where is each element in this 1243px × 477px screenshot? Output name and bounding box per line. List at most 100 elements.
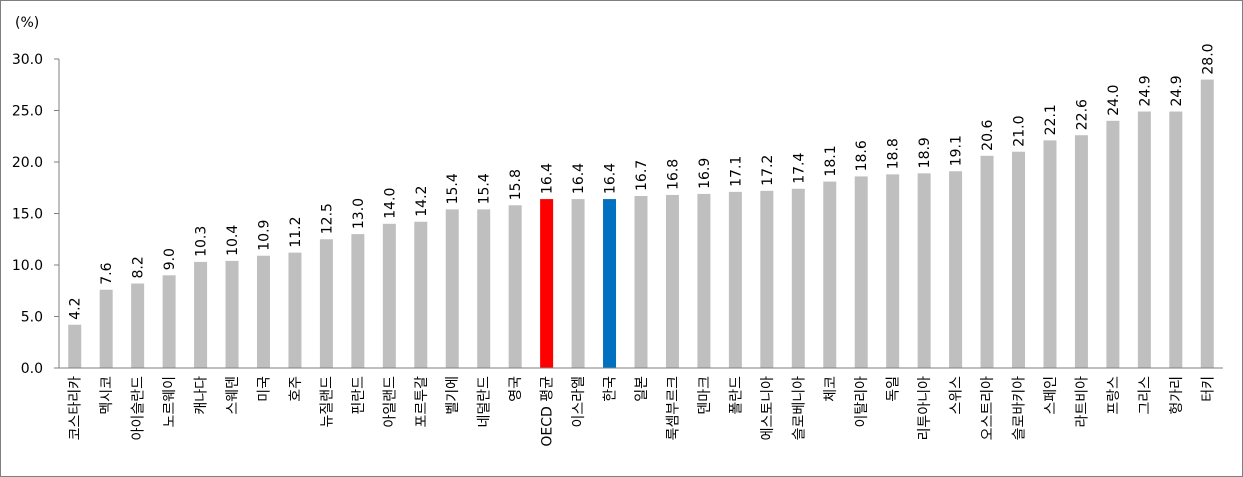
data-label: 13.0	[351, 198, 367, 229]
category-label: 체코	[823, 376, 839, 402]
bar	[571, 199, 585, 368]
data-label: 8.2	[131, 256, 147, 278]
data-label: 16.9	[697, 158, 713, 189]
y-axis-unit-label: (%)	[15, 15, 39, 31]
category-label: 포르투갈	[414, 376, 430, 428]
y-tick-label: 5.0	[21, 310, 43, 326]
bar	[886, 174, 900, 368]
value-labels: 4.2 7.6 8.2 9.0 10.3 10.4 10.9 11.2 12.5 13.0 14.0…	[68, 43, 1217, 319]
bar	[445, 209, 459, 368]
category-label: 벨기에	[445, 376, 461, 415]
category-label: 터키	[1200, 376, 1216, 402]
category-label: 오스트리아	[980, 376, 996, 441]
bar	[603, 199, 617, 368]
data-label: 16.4	[571, 163, 587, 194]
category-label: 호주	[288, 376, 304, 402]
category-label: 영국	[508, 376, 524, 402]
category-label: 한국	[603, 376, 619, 402]
category-label: 뉴질랜드	[319, 376, 335, 428]
data-label: 16.7	[634, 160, 650, 191]
category-label: 핀란드	[351, 376, 367, 415]
bar	[917, 173, 931, 368]
category-label: 이스라엘	[571, 376, 587, 428]
category-label: 프랑스	[1106, 376, 1122, 415]
category-label: 룩셈부르크	[665, 376, 681, 441]
data-label: 16.8	[665, 159, 681, 190]
bar	[728, 191, 742, 368]
category-label: 폴란드	[728, 376, 744, 415]
data-label: 24.9	[1137, 75, 1153, 106]
data-label: 14.2	[414, 186, 430, 217]
bar	[1200, 79, 1214, 368]
data-label: 15.4	[477, 173, 493, 204]
data-label: 10.3	[194, 226, 210, 257]
data-label: 18.8	[886, 138, 902, 169]
bar	[1043, 140, 1057, 368]
data-label: 16.4	[540, 163, 556, 194]
category-label: 덴마크	[697, 376, 713, 415]
data-label: 7.6	[99, 262, 115, 284]
data-label: 21.0	[1012, 116, 1028, 147]
bar	[949, 171, 963, 368]
data-label: 15.8	[508, 169, 524, 200]
category-label: 스위스	[949, 376, 965, 415]
category-label: 리투아니아	[917, 376, 933, 441]
data-label: 14.0	[382, 188, 398, 219]
data-label: 20.6	[980, 120, 996, 151]
category-label: OECD 평균	[540, 376, 556, 447]
data-label: 17.4	[791, 153, 807, 184]
bar	[414, 221, 428, 368]
category-label: 스웨덴	[225, 376, 241, 415]
bar	[225, 260, 239, 368]
bar	[1012, 151, 1026, 368]
bar	[1074, 135, 1088, 368]
data-label: 19.1	[949, 135, 965, 166]
data-label: 18.9	[917, 137, 933, 168]
category-label: 멕시코	[99, 376, 115, 415]
data-label: 18.6	[854, 140, 870, 171]
data-label: 18.1	[823, 145, 839, 176]
y-tick-label: 0.0	[21, 361, 43, 377]
bar	[131, 283, 145, 368]
category-label: 슬로바키아	[1012, 376, 1028, 441]
bar	[162, 275, 176, 368]
bar	[854, 176, 868, 368]
data-label: 24.9	[1169, 75, 1185, 106]
data-label: 24.0	[1106, 85, 1122, 116]
bar	[823, 181, 837, 368]
y-tick-label: 20.0	[12, 155, 43, 171]
bar	[791, 188, 805, 368]
bar	[1169, 111, 1183, 368]
category-label: 미국	[256, 376, 272, 402]
y-axis: 0.0 5.0 10.0 15.0 20.0 25.0 30.0	[12, 52, 60, 377]
bar	[508, 205, 522, 368]
bar	[477, 209, 491, 368]
y-tick-label: 25.0	[12, 104, 43, 120]
y-tick-label: 30.0	[12, 52, 43, 68]
bar	[319, 239, 333, 368]
category-label: 아이슬란드	[131, 376, 147, 441]
category-label: 라트비아	[1074, 376, 1090, 428]
bar	[68, 324, 82, 368]
data-label: 12.5	[319, 203, 335, 234]
category-label: 노르웨이	[162, 376, 178, 428]
category-label: 독일	[886, 376, 902, 402]
category-label: 네덜란드	[477, 376, 493, 428]
category-label: 에스토니아	[760, 376, 776, 441]
data-label: 16.4	[603, 163, 619, 194]
bar	[194, 261, 208, 368]
category-label: 일본	[634, 376, 650, 402]
bar	[1106, 120, 1120, 368]
bar	[760, 190, 774, 368]
data-label: 17.1	[728, 156, 744, 187]
data-label: 22.6	[1074, 99, 1090, 130]
data-label: 4.2	[68, 297, 84, 319]
bar	[1137, 111, 1151, 368]
category-label: 아일랜드	[382, 376, 398, 428]
category-label: 스페인	[1043, 376, 1059, 415]
data-label: 10.9	[256, 220, 272, 251]
category-label: 코스타리카	[68, 376, 84, 441]
data-label: 28.0	[1200, 43, 1216, 74]
